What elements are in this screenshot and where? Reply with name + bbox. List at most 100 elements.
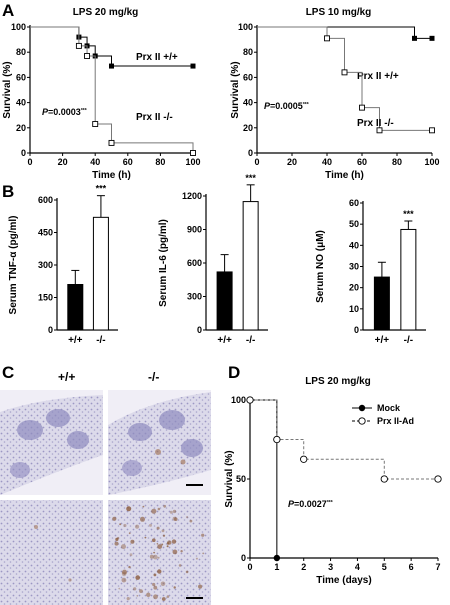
data-point [434,475,442,483]
y-tick-label: 10 [349,304,359,314]
stain-speckle [162,534,166,537]
series-line [257,26,432,131]
stain-speckle [173,586,176,589]
stain-speckle [144,536,147,539]
scale-bar-high-mag [186,597,203,599]
data-point [190,63,196,69]
stain-speckle [166,595,170,598]
x-axis-label: Time (h) [92,170,131,181]
stain-speckle [178,564,182,567]
legend-label: Mock [377,403,401,413]
stain-speckle [195,557,198,560]
y-tick-label: 0 [354,325,359,335]
stain-speckle [121,577,127,583]
x-category-label: -/- [404,335,413,346]
data-point [376,127,383,134]
x-axis-label: Time (h) [325,170,364,181]
stain-speckle [126,506,132,512]
stain-speckle [163,504,167,508]
data-point [273,554,281,562]
stain-speckle [198,584,203,589]
stain-speckle [119,523,122,526]
data-point [359,104,365,111]
stain-speckle [114,541,119,546]
stain-speckle [126,597,130,601]
x-tick-label: 40 [322,157,332,167]
p-value-symbol: P [264,101,271,111]
bar [242,201,259,331]
y-tick-label: 30 [349,262,359,272]
y-tick-label: 80 [243,47,253,57]
stain-speckle [161,529,165,533]
x-category-label: -/- [246,335,255,346]
stain-speckle [129,553,133,557]
micrograph-column-label-ko: -/- [148,370,159,384]
data-point [84,53,91,59]
stain-speckle [157,507,161,511]
bar [400,228,417,331]
x-tick-label: 20 [58,157,68,167]
data-point [380,475,388,483]
stain-speckle [172,509,177,514]
stain-speckle [157,544,163,549]
micrograph-wt-high-mag [0,500,103,605]
data-point [273,435,281,444]
y-tick-label: 0 [241,553,246,563]
stain-speckle [160,581,166,587]
x-category-label: +/+ [375,335,390,346]
stain-speckle [115,537,119,542]
data-point [300,455,308,463]
stain-speckle [135,524,140,529]
x-tick-label: 80 [392,157,402,167]
x-tick-label: 20 [287,157,297,167]
stain-speckle [153,585,158,590]
y-tick-label: 50 [236,474,246,484]
y-tick-label: 150 [38,293,53,303]
stain-speckle [122,569,127,575]
significance-stars: *** [96,184,107,194]
stain-speckle [180,550,183,553]
stain-speckle [123,523,127,528]
y-tick-label: 450 [38,228,53,238]
significance-stars: *** [403,209,414,219]
y-tick-label: 1200 [182,191,202,201]
data-point [246,396,254,404]
stain-speckle [167,540,172,545]
y-tick-label: 300 [187,292,202,302]
chart-d-survival-adenovirus: 0 1 2 3 4 5 6 7 0 50 100 Time (days) Survival (%) LPS… [224,376,442,586]
y-axis-label: Serum NO (μM) [315,230,326,303]
p-value-text: =0.0027 [294,499,327,509]
stain-speckle [149,554,154,559]
stain-speckle [157,556,160,559]
bar [373,276,390,331]
y-axis-label: Survival (%) [2,61,13,118]
stain-speckle [112,516,117,521]
legend-label: Prx II-Ad [377,416,414,426]
stain-speckle [133,587,137,591]
y-tick-label: 60 [243,72,253,82]
stain-speckle [140,516,145,522]
stain-speckle [130,539,135,544]
series-label: Prx II -/- [136,112,173,123]
stain-speckle [118,587,121,590]
data-point [412,35,417,41]
x-tick-label: 100 [185,157,200,167]
data-point [324,35,330,42]
chart-b2-serum-il6: 0 300 600 900 1200 Serum IL-6 (pg/ml) +/+ -/- **… [158,173,268,346]
chart-a2-survival-lps10: 0 20 40 60 80 100 0 20 40 60 80 100 Time (h) Survival… [230,7,440,181]
x-tick-label: 0 [27,157,32,167]
stain-speckle [189,519,193,523]
series-label: Prx II +/+ [357,71,399,82]
y-tick-label: 300 [38,260,53,270]
x-tick-label: 40 [90,157,100,167]
stain-speckle [128,532,131,535]
stain-speckle [172,549,178,555]
chart-title: LPS 20 mg/kg [73,7,139,18]
x-tick-label: 60 [123,157,133,167]
p-value-annotation: P=0.0005*** [264,101,309,111]
stain-speckle [201,533,205,537]
scale-bar-low-mag [186,484,203,486]
data-point [109,63,114,69]
stain-speckle [128,565,131,569]
